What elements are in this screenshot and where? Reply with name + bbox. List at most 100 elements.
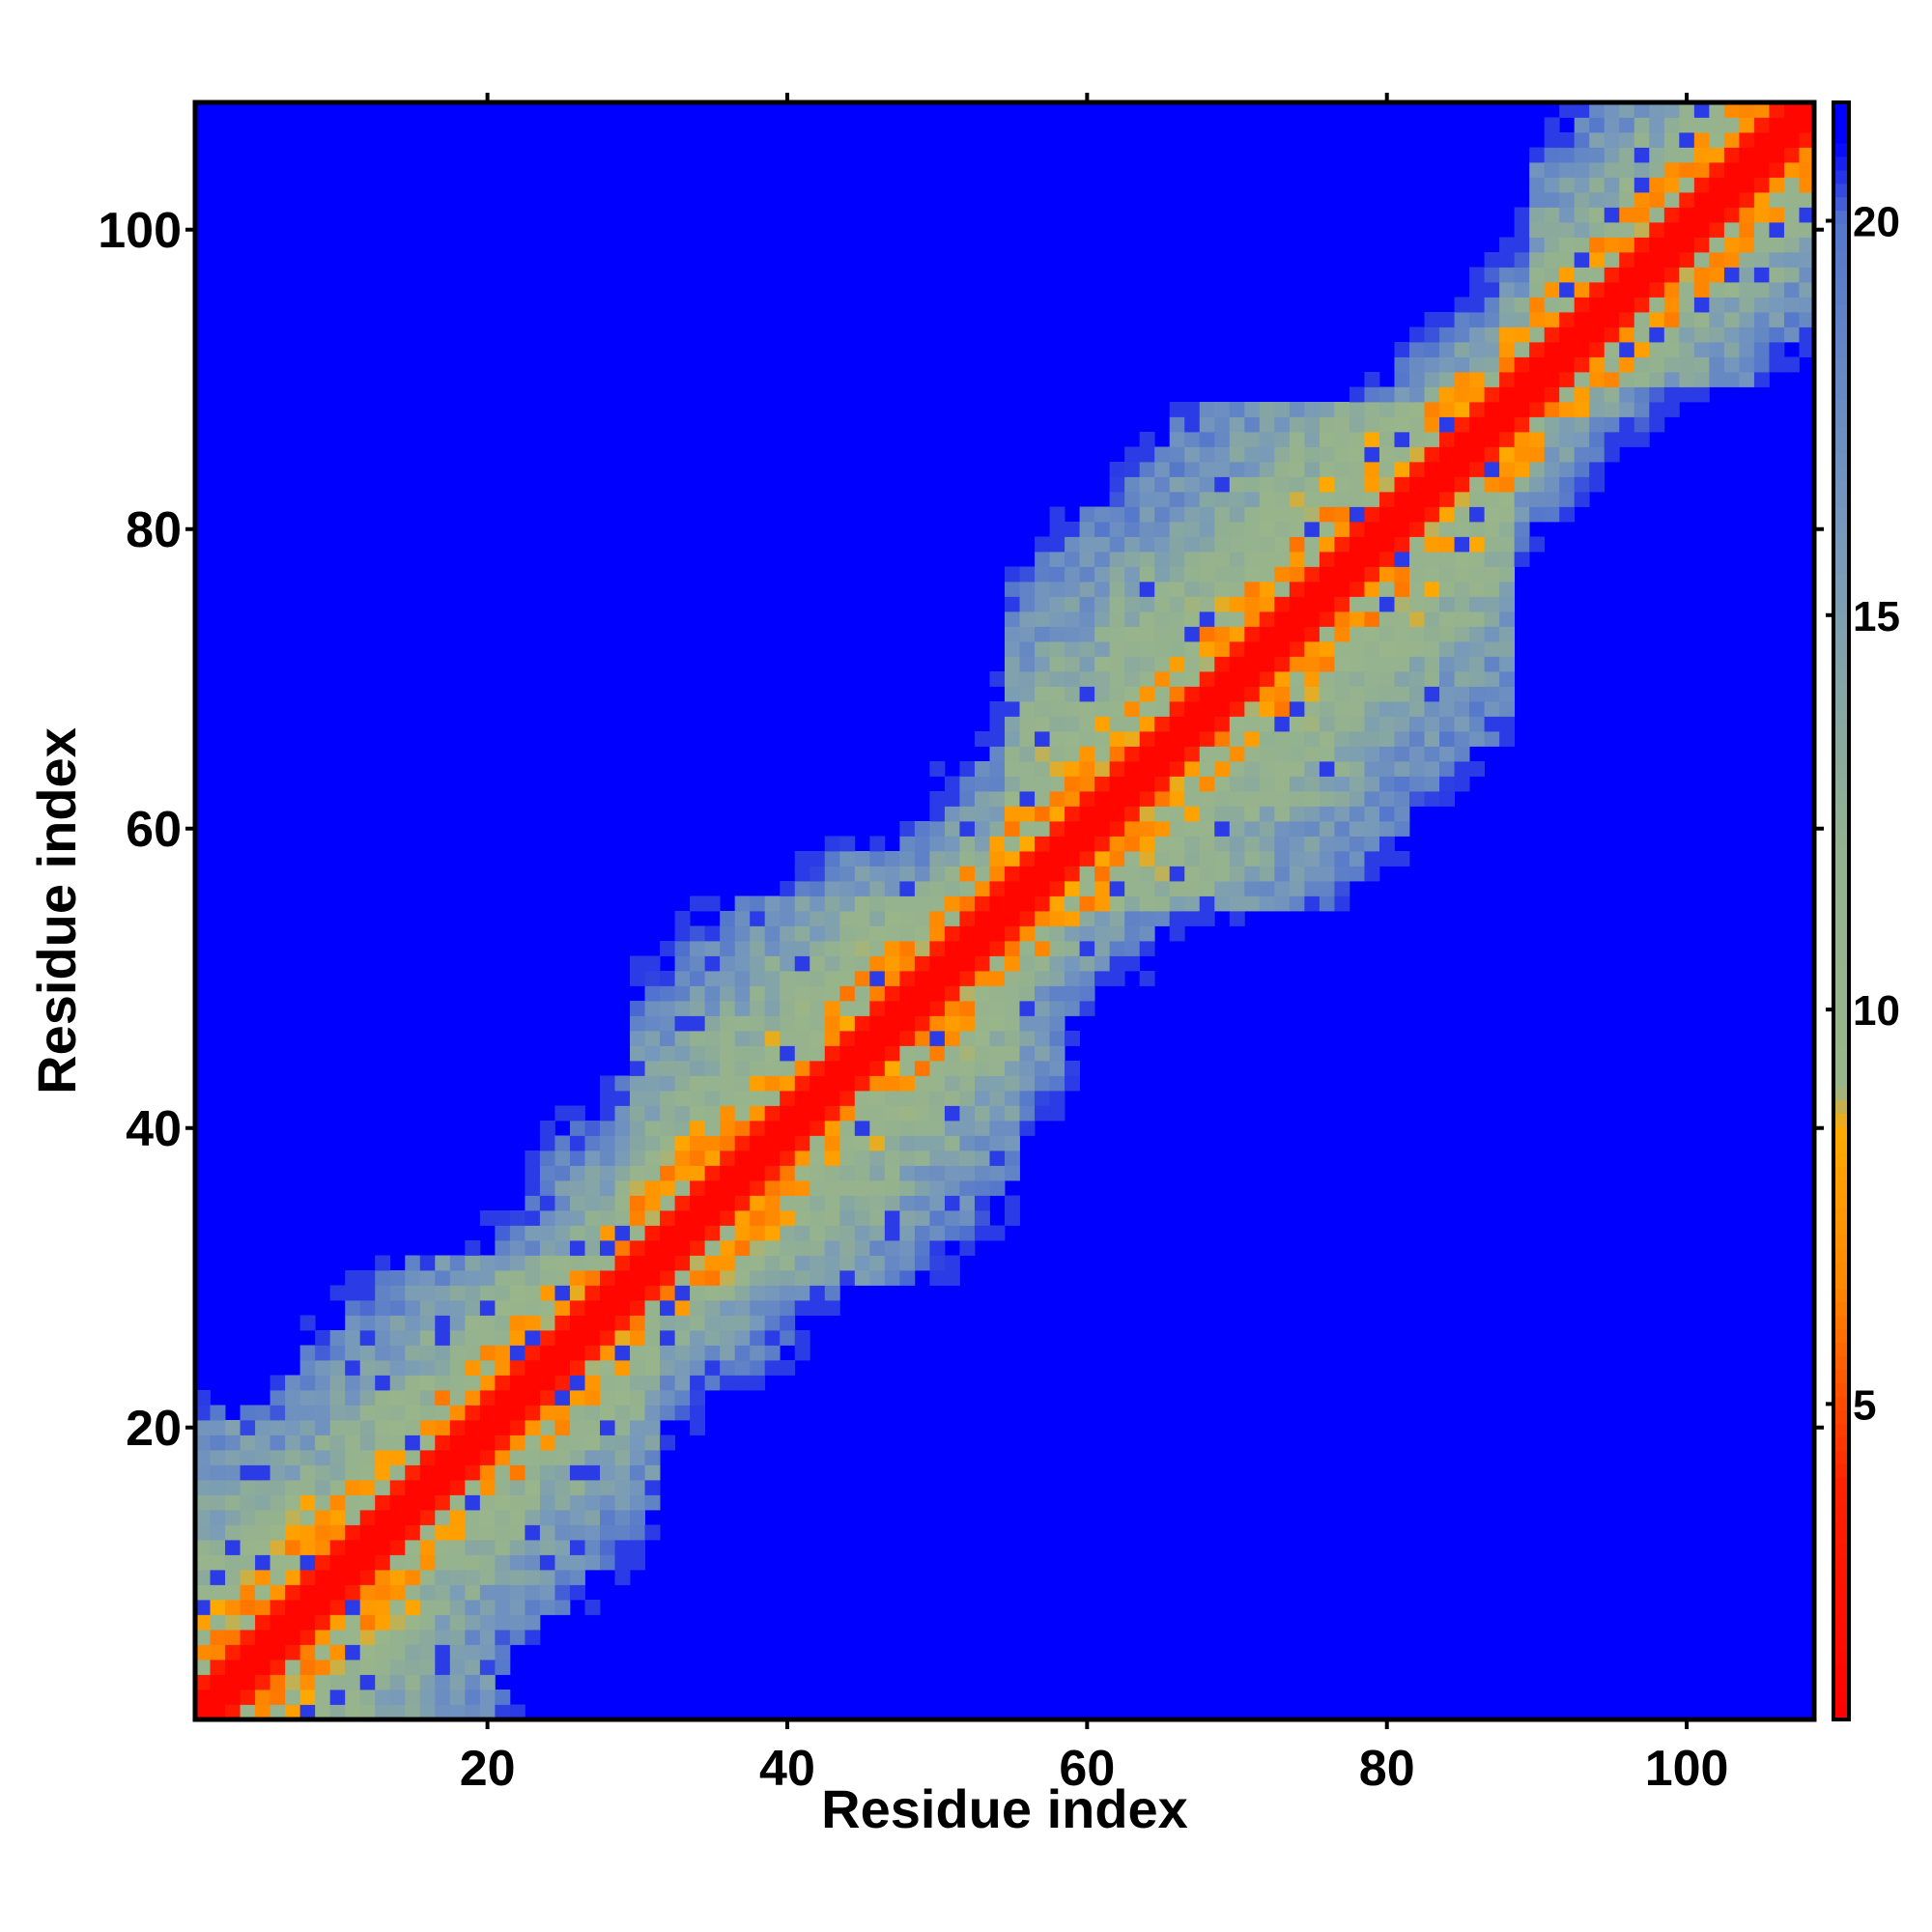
heatmap-cell [1109, 731, 1125, 747]
heatmap-cell [1378, 416, 1395, 433]
heatmap-cell [1184, 851, 1201, 867]
heatmap-cell [644, 1480, 661, 1495]
heatmap-cell [1005, 1031, 1020, 1046]
heatmap-cell [539, 1121, 555, 1136]
heatmap-cell [644, 1105, 661, 1122]
heatmap-cell [240, 1690, 256, 1705]
heatmap-cell [1035, 925, 1050, 942]
heatmap-cell [345, 1315, 361, 1331]
heatmap-cell [210, 1584, 226, 1601]
heatmap-cell [1663, 356, 1680, 373]
heatmap-cell [1514, 476, 1530, 493]
heatmap-cell [525, 1510, 541, 1525]
heatmap-cell [899, 1240, 916, 1256]
heatmap-cell [525, 1285, 541, 1301]
heatmap-cell [869, 1240, 886, 1256]
heatmap-cell [419, 1540, 436, 1555]
heatmap-cell [1439, 416, 1455, 433]
heatmap-cell [1094, 761, 1111, 777]
heatmap-cell [1349, 582, 1365, 597]
heatmap-cell [660, 1180, 675, 1196]
heatmap-cell [225, 1420, 241, 1435]
heatmap-cell [1019, 866, 1036, 882]
heatmap-cell [854, 1045, 870, 1062]
heatmap-cell [1289, 686, 1305, 702]
heatmap-cell [1378, 462, 1395, 477]
heatmap-cell [584, 1135, 601, 1151]
heatmap-cell [1364, 446, 1380, 463]
heatmap-cell [1005, 1195, 1020, 1211]
heatmap-cell [690, 1135, 706, 1151]
heatmap-cell [1499, 446, 1516, 463]
heatmap-cell [794, 1210, 810, 1226]
heatmap-cell [1289, 866, 1305, 882]
heatmap-cell [465, 1660, 481, 1675]
heatmap-cell [240, 1540, 256, 1555]
heatmap-cell [764, 1270, 781, 1286]
heatmap-cell [449, 1405, 466, 1421]
heatmap-cell [1364, 701, 1380, 717]
heatmap-cell [974, 806, 990, 822]
heatmap-cell [1334, 806, 1350, 822]
heatmap-cell [1035, 761, 1050, 777]
heatmap-cell [1349, 386, 1365, 403]
heatmap-cell [780, 971, 796, 986]
heatmap-cell [1574, 462, 1590, 477]
heatmap-cell [359, 1690, 376, 1705]
heatmap-cell [959, 821, 976, 837]
heatmap-cell [764, 1330, 781, 1346]
heatmap-cell [1424, 686, 1440, 702]
heatmap-cell [539, 1151, 555, 1166]
heatmap-cell [1439, 432, 1455, 447]
heatmap-cell [1289, 656, 1305, 672]
heatmap-cell [1199, 671, 1215, 687]
heatmap-cell [1409, 536, 1425, 553]
heatmap-cell [704, 955, 721, 972]
heatmap-cell [509, 1570, 526, 1585]
heatmap-cell [1259, 432, 1275, 447]
heatmap-cell [1079, 1001, 1095, 1016]
heatmap-cell [810, 1135, 826, 1151]
heatmap-cell [240, 1420, 256, 1435]
heatmap-cell [1589, 252, 1605, 268]
heatmap-cell [1274, 416, 1291, 433]
heatmap-cell [539, 1480, 555, 1495]
heatmap-cell [1139, 671, 1155, 687]
heatmap-cell [644, 985, 661, 1002]
heatmap-cell [1079, 731, 1095, 747]
heatmap-cell [225, 1584, 241, 1601]
y-tick-label: 40 [126, 1101, 182, 1157]
heatmap-cell [1693, 237, 1710, 253]
heatmap-cell [1544, 207, 1560, 223]
heatmap-cell [435, 1510, 451, 1525]
heatmap-cell [1259, 596, 1275, 612]
heatmap-cell [1634, 282, 1650, 298]
heatmap-cell [854, 985, 870, 1002]
heatmap-cell [539, 1390, 555, 1406]
heatmap-cell [1649, 386, 1665, 403]
heatmap-cell [240, 1674, 256, 1690]
heatmap-cell [554, 1345, 571, 1361]
heatmap-cell [734, 941, 751, 956]
heatmap-cell [1109, 791, 1125, 807]
heatmap-cell [554, 1464, 571, 1481]
heatmap-cell [1709, 237, 1725, 253]
heatmap-cell [1274, 656, 1291, 672]
heatmap-cell [1544, 372, 1560, 387]
heatmap-cell [449, 1584, 466, 1601]
heatmap-cell [944, 1091, 960, 1106]
heatmap-cell [1124, 656, 1141, 672]
heatmap-cell [869, 1165, 886, 1181]
colorbar-segment [1833, 1301, 1849, 1317]
heatmap-cell [554, 1225, 571, 1241]
heatmap-cell [1378, 552, 1395, 567]
heatmap-cell [509, 1524, 526, 1541]
heatmap-cell [1679, 356, 1695, 373]
heatmap-cell [704, 1285, 721, 1301]
heatmap-cell [1229, 671, 1245, 687]
heatmap-cell [854, 1165, 870, 1181]
heatmap-cell [764, 1001, 781, 1016]
heatmap-cell [899, 1270, 916, 1286]
heatmap-cell [1783, 132, 1800, 148]
heatmap-cell [1019, 836, 1036, 852]
